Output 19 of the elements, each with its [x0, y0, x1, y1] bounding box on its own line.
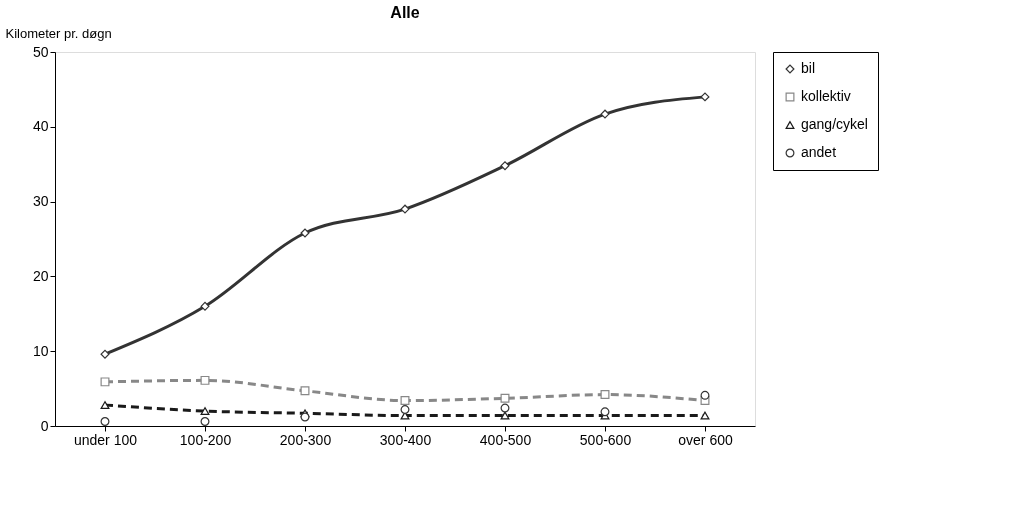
x-tick-label: 400-500: [479, 431, 532, 448]
x-tick-label: over 600: [678, 431, 733, 448]
chart-title: Alle: [390, 4, 420, 21]
y-tick-label: 0: [40, 417, 49, 434]
y-tick-label: 50: [32, 43, 49, 60]
x-tick-label: 100-200: [179, 431, 232, 448]
legend-label: gang/cykel: [801, 116, 868, 132]
y-axis-title: Kilometer pr. døgn: [5, 25, 112, 41]
x-tick-label: 200-300: [279, 431, 332, 448]
legend-label: bil: [801, 60, 816, 76]
y-tick-label: 10: [32, 342, 49, 359]
legend-label: kollektiv: [801, 88, 851, 104]
y-tick-label: 20: [32, 267, 49, 284]
x-tick-label: 300-400: [379, 431, 432, 448]
y-tick-label: 40: [32, 118, 49, 135]
x-tick-label: 500-600: [579, 431, 632, 448]
y-tick-label: 30: [32, 193, 49, 210]
x-tick-label: under 100: [73, 431, 138, 448]
legend-label: andet: [801, 144, 837, 160]
